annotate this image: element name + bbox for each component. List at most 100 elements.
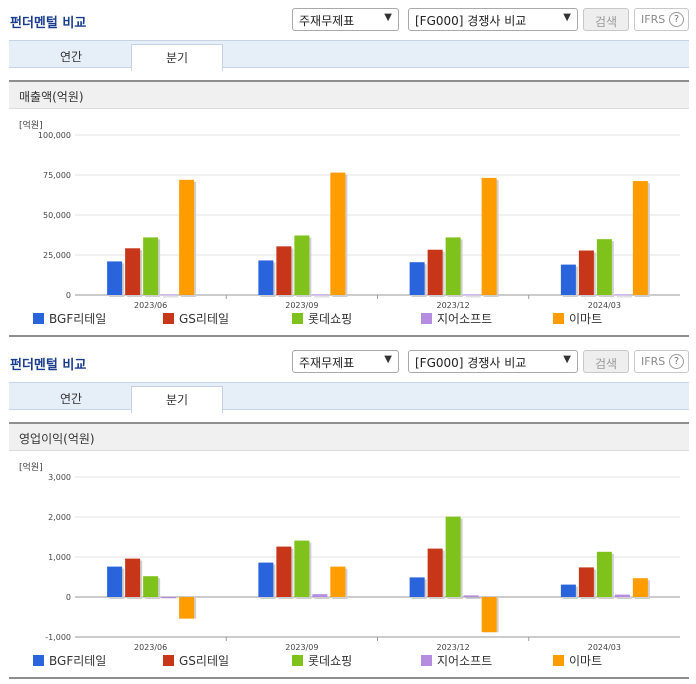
statement-select[interactable]: 주재무제표 ▼: [292, 350, 399, 373]
bar[interactable]: [614, 594, 630, 597]
bar-shadow: [465, 597, 481, 599]
search-button[interactable]: 검색: [583, 350, 629, 373]
bar[interactable]: [427, 548, 443, 597]
bar[interactable]: [312, 594, 328, 597]
legend-item[interactable]: BGF리테일: [33, 652, 106, 669]
legend-item[interactable]: 이마트: [553, 652, 602, 669]
ifrs-button[interactable]: IFRS ?: [634, 8, 689, 31]
tab-quarterly[interactable]: 분기: [131, 44, 223, 71]
y-tick-label: 50,000: [43, 211, 71, 220]
legend-label: 지어소프트: [437, 654, 493, 668]
x-tick-label: 2024/03: [588, 301, 621, 310]
bar[interactable]: [161, 597, 177, 599]
x-tick-label: 2023/06: [134, 643, 167, 652]
bar[interactable]: [445, 516, 461, 597]
bar[interactable]: [578, 250, 594, 295]
bar[interactable]: [258, 260, 274, 295]
x-tick-label: 2023/12: [437, 643, 470, 652]
legend-item[interactable]: 지어소프트: [421, 310, 492, 327]
bar[interactable]: [294, 540, 310, 597]
bar[interactable]: [258, 562, 274, 597]
search-button[interactable]: 검색: [583, 8, 629, 31]
bar[interactable]: [143, 237, 159, 295]
peer-select[interactable]: [FG000] 경쟁사 비교 ▼: [408, 350, 578, 373]
tab-annual[interactable]: 연간: [59, 392, 83, 406]
x-tick-label: 2024/03: [588, 643, 621, 652]
bar[interactable]: [330, 172, 346, 295]
bar[interactable]: [161, 294, 177, 296]
bar[interactable]: [125, 248, 141, 295]
bar-shadow: [163, 296, 179, 298]
help-icon[interactable]: ?: [669, 12, 684, 27]
y-tick-label: 3,000: [48, 473, 71, 482]
legend-swatch: [553, 655, 564, 666]
bar[interactable]: [463, 294, 479, 296]
y-tick-label: 25,000: [43, 251, 71, 260]
bar[interactable]: [409, 577, 425, 597]
bar[interactable]: [143, 576, 159, 597]
legend-swatch: [33, 655, 44, 666]
legend-item[interactable]: BGF리테일: [33, 310, 106, 327]
legend-label: 이마트: [569, 654, 603, 668]
chevron-down-icon: ▼: [384, 354, 392, 365]
bar[interactable]: [445, 237, 461, 295]
bar[interactable]: [179, 597, 195, 619]
tab-annual[interactable]: 연간: [59, 50, 83, 64]
x-tick-label: 2023/06: [134, 301, 167, 310]
bar[interactable]: [125, 558, 141, 597]
bar[interactable]: [596, 239, 612, 295]
bar[interactable]: [560, 584, 576, 597]
tab-quarterly[interactable]: 분기: [131, 386, 223, 413]
bar[interactable]: [463, 595, 479, 597]
chart-legend: BGF리테일 GS리테일 롯데쇼핑 지어소프트 이마트: [0, 310, 696, 330]
bar[interactable]: [632, 578, 648, 597]
revenue-bar-chart: 0 25,000 50,000 75,000 100,000 2023/06 2023/09…: [38, 131, 680, 310]
peer-select-value: [FG000] 경쟁사 비교: [415, 14, 527, 28]
bar-shadow: [616, 296, 632, 298]
bar[interactable]: [409, 262, 425, 295]
bar[interactable]: [596, 551, 612, 597]
bar[interactable]: [481, 597, 497, 633]
ifrs-button[interactable]: IFRS ?: [634, 350, 689, 373]
legend-item[interactable]: GS리테일: [163, 652, 229, 669]
bar[interactable]: [179, 179, 195, 295]
bar-shadow: [314, 596, 330, 599]
y-tick-label: 1,000: [48, 553, 71, 562]
bar[interactable]: [427, 249, 443, 295]
bar[interactable]: [614, 294, 630, 296]
bar[interactable]: [560, 264, 576, 295]
y-tick-label: -1,000: [45, 633, 71, 642]
chart-legend: BGF리테일 GS리테일 롯데쇼핑 지어소프트 이마트: [0, 652, 696, 672]
legend-item[interactable]: 지어소프트: [421, 652, 492, 669]
bar[interactable]: [481, 177, 497, 295]
legend-swatch: [292, 655, 303, 666]
peer-select-value: [FG000] 경쟁사 비교: [415, 356, 527, 370]
panel-title: 펀더멘털 비교: [10, 16, 87, 31]
bar[interactable]: [330, 566, 346, 597]
legend-item[interactable]: 롯데쇼핑: [292, 310, 352, 327]
legend-item[interactable]: GS리테일: [163, 310, 229, 327]
legend-label: GS리테일: [179, 312, 230, 326]
bar[interactable]: [276, 546, 292, 597]
legend-item[interactable]: 이마트: [553, 310, 602, 327]
bar[interactable]: [578, 567, 594, 597]
statement-select-value: 주재무제표: [299, 356, 355, 370]
y-tick-label: 2,000: [48, 513, 71, 522]
period-tabs: 연간 분기: [9, 40, 689, 71]
bar[interactable]: [294, 235, 310, 295]
bar[interactable]: [632, 181, 648, 295]
legend-swatch: [421, 655, 432, 666]
y-axis-unit: [억원]: [19, 121, 43, 131]
bar[interactable]: [312, 294, 328, 296]
help-icon[interactable]: ?: [669, 354, 684, 369]
legend-swatch: [553, 313, 564, 324]
legend-label: BGF리테일: [49, 654, 107, 668]
chart-subtitle: 매출액(억원): [9, 80, 689, 109]
bar[interactable]: [107, 261, 123, 295]
chart-subtitle: 영업이익(억원): [9, 422, 689, 451]
statement-select[interactable]: 주재무제표 ▼: [292, 8, 399, 31]
bar[interactable]: [107, 566, 123, 597]
peer-select[interactable]: [FG000] 경쟁사 비교 ▼: [408, 8, 578, 31]
legend-item[interactable]: 롯데쇼핑: [292, 652, 352, 669]
bar[interactable]: [276, 246, 292, 295]
